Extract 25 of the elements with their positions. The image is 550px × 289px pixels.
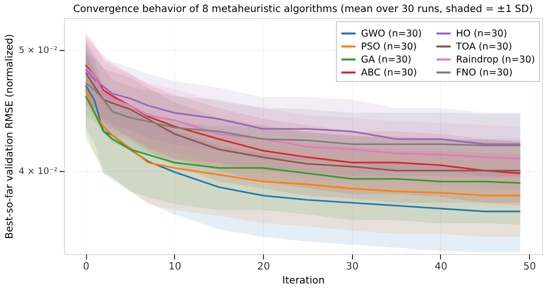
x-tick-label: 30 (346, 262, 359, 272)
line-series (84, 68, 522, 145)
line-series (84, 66, 522, 160)
x-tick-label: 40 (434, 262, 448, 272)
legend-label: ABC (n=30) (361, 68, 417, 78)
x-axis-title: Iteration (282, 276, 325, 286)
legend-label: TOA (n=30) (455, 42, 512, 52)
chart-title: Convergence behavior of 8 metaheuristic algorithms (mean over 30 runs, shaded = ±1 SD) (73, 4, 533, 15)
y-tick-label: 4 × 10⁻² (18, 167, 58, 178)
legend-label: HO (n=30) (456, 28, 508, 40)
line-series (84, 82, 522, 146)
y-tick-label: 5 × 10⁻² (18, 46, 58, 56)
legend-label: GA (n=30) (361, 54, 412, 66)
y-axis-title: Best-so-far validation RMSE (normalized) (4, 34, 16, 240)
x-tick-label: 20 (257, 262, 270, 272)
x-tick-label: 10 (168, 262, 182, 272)
legend-label: GWO (n=30) (361, 28, 422, 40)
legend-label: Raindrop (n=30) (456, 54, 535, 66)
x-tick-label: 50 (523, 262, 536, 272)
line-series (84, 95, 522, 184)
legend-label: FNO (n=30) (456, 68, 513, 78)
x-tick-label: 0 (83, 262, 90, 272)
line-series (84, 84, 522, 212)
legend-label: PSO (n=30) (361, 42, 417, 52)
line-series (84, 88, 522, 196)
